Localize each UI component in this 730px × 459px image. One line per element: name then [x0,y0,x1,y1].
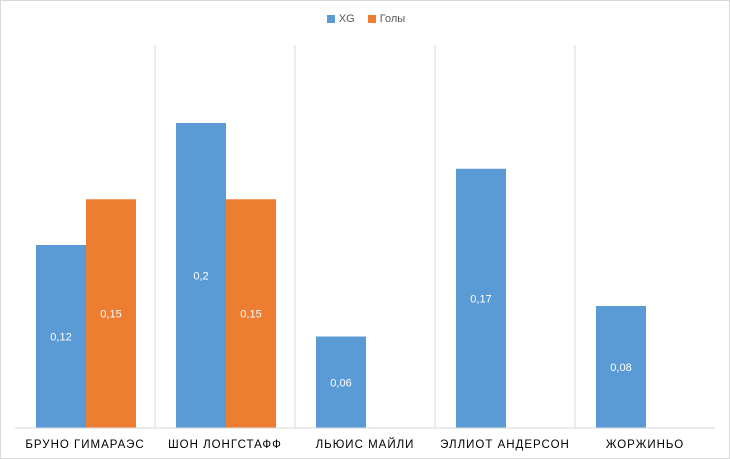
data-label-goals: 0,15 [100,309,121,321]
legend-item-goals: Голы [367,13,406,25]
category-label: ЭЛЛИОТ АНДЕРСОН [440,439,570,451]
bar-xg [36,245,86,428]
data-label-goals: 0,15 [240,309,261,321]
bar-xg [456,168,506,428]
legend-swatch-goals [367,15,376,23]
legend-swatch-xg [326,15,335,23]
category-label: БРУНО ГИМАРАЭС [25,439,144,451]
category-label: ЖОРЖИНЬО [606,439,684,451]
bar-goals [226,199,276,428]
data-label-xg: 0,17 [470,293,491,305]
bar-xg [316,336,366,428]
bar-goals [86,199,136,428]
bar-xg [596,306,646,428]
legend-label-xg: XG [338,13,355,25]
data-label-xg: 0,12 [50,332,71,344]
category-label: ШОН ЛОНГСТАФФ [168,439,282,451]
chart-legend: XG Голы [1,13,730,26]
data-label-xg: 0,06 [330,377,351,389]
legend-label-goals: Голы [379,13,406,25]
legend-item-xg: XG [326,13,355,25]
bar-xg [176,123,226,428]
data-label-xg: 0,08 [610,362,631,374]
data-label-xg: 0,2 [193,271,208,283]
category-label: ЛЬЮИС МАЙЛИ [316,438,415,451]
